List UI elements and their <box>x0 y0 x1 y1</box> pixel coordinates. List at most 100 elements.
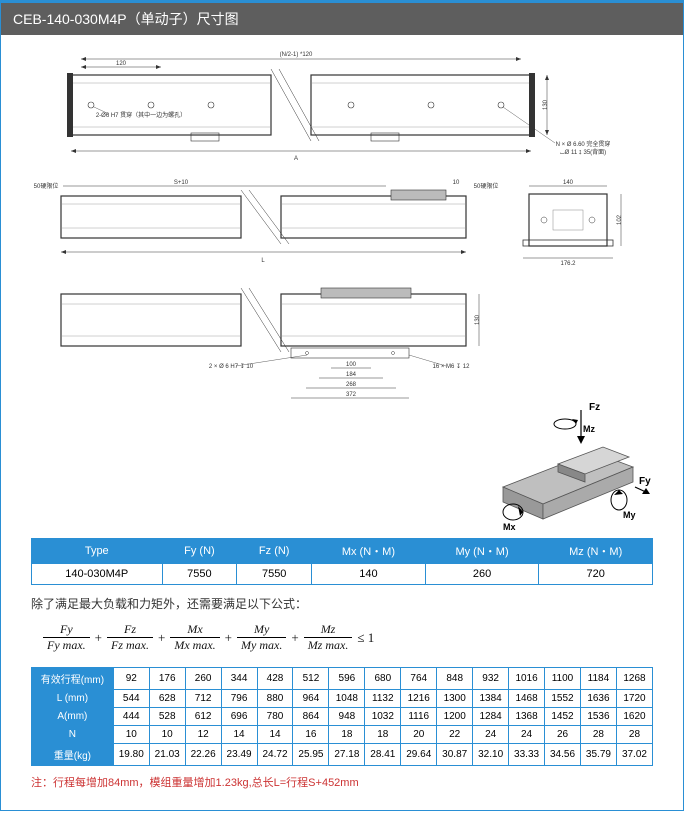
forces-header: Mz (N・M) <box>539 539 653 564</box>
specs-cell: 18 <box>365 726 401 744</box>
end-bw: 176.2 <box>560 261 576 266</box>
specs-cell: 30.87 <box>437 744 473 766</box>
specs-cell: 780 <box>257 708 293 726</box>
drawings-area: (N/2-1) *120 120 2-Ø6 H7 贯穿（其中一边为螺孔） <box>1 35 683 432</box>
forces-header: My (N・M) <box>425 539 539 564</box>
specs-cell: 596 <box>329 668 365 690</box>
specs-cell: 28.41 <box>365 744 401 766</box>
dim-l: L <box>261 258 265 264</box>
specs-cell: 24.72 <box>257 744 293 766</box>
end-h: 102 <box>617 214 623 225</box>
specs-cell: 22 <box>437 726 473 744</box>
drawing-row-1: (N/2-1) *120 120 2-Ø6 H7 贯穿（其中一边为螺孔） <box>31 47 653 162</box>
specs-cell: 14 <box>221 726 257 744</box>
specs-cell: 18 <box>329 726 365 744</box>
specs-row-label: 重量(kg) <box>32 744 114 766</box>
formula: FyFy max.+FzFz max.+MxMx max.+MyMy max.+… <box>31 618 653 667</box>
page-container: CEB-140-030M4P（单动子）尺寸图 <box>0 0 684 811</box>
specs-cell: 1284 <box>473 708 509 726</box>
title-bar: CEB-140-030M4P（单动子）尺寸图 <box>1 3 683 35</box>
d4: 372 <box>346 392 357 398</box>
side-view-drawing: 50硬限位 S+10 10 50硬限位 L <box>31 176 501 266</box>
iso-diagram: Fz Mz Fy My Mx <box>1 392 683 532</box>
specs-cell: 92 <box>113 668 149 690</box>
specs-cell: 27.18 <box>329 744 365 766</box>
specs-cell: 1384 <box>473 690 509 708</box>
specs-cell: 1468 <box>509 690 545 708</box>
specs-cell: 28 <box>580 726 616 744</box>
specs-cell: 344 <box>221 668 257 690</box>
lbl-mx: Mx <box>503 522 516 532</box>
specs-cell: 16 <box>293 726 329 744</box>
end-view-drawing: 140 102 176.2 <box>509 176 639 266</box>
specs-cell: 1636 <box>580 690 616 708</box>
forces-header: Fy (N) <box>162 539 237 564</box>
forces-cell: 7550 <box>162 564 237 585</box>
lbl-my: My <box>623 510 636 520</box>
specs-cell: 1552 <box>545 690 581 708</box>
specs-cell: 25.95 <box>293 744 329 766</box>
specs-row-label: 有效行程(mm) <box>32 668 114 690</box>
specs-cell: 848 <box>437 668 473 690</box>
specs-cell: 1100 <box>545 668 581 690</box>
note-r1: N × Ø 6.60 完全贯穿 <box>556 140 611 148</box>
specs-cell: 24 <box>509 726 545 744</box>
specs-cell: 1032 <box>365 708 401 726</box>
rnote: 16 × M6 ↧ 12 <box>433 363 471 370</box>
formula-term: MzMz max. <box>304 622 353 653</box>
specs-cell: 29.64 <box>401 744 437 766</box>
right-limit: 50硬限位 <box>474 182 499 190</box>
specs-cell: 696 <box>221 708 257 726</box>
specs-cell: 1452 <box>545 708 581 726</box>
specs-cell: 528 <box>149 708 185 726</box>
drawing-row-3: 130 2 × Ø 6 H7 ↧ 10 100 184 268 372 <box>31 280 653 410</box>
tables-area: TypeFy (N)Fz (N)Mx (N・M)My (N・M)Mz (N・M)… <box>1 532 683 790</box>
specs-cell: 1016 <box>509 668 545 690</box>
section-view-drawing: 130 2 × Ø 6 H7 ↧ 10 100 184 268 372 <box>31 280 501 410</box>
formula-term: MxMx max. <box>170 622 219 653</box>
lbl-fy: Fy <box>639 476 651 487</box>
specs-cell: 35.79 <box>580 744 616 766</box>
specs-table: 有效行程(mm)92176260344428512596680764848932… <box>31 667 653 766</box>
forces-cell: 7550 <box>237 564 312 585</box>
specs-cell: 1184 <box>580 668 616 690</box>
lbl-mz: Mz <box>583 424 595 434</box>
specs-cell: 1200 <box>437 708 473 726</box>
formula-term: FzFz max. <box>107 622 153 653</box>
forces-cell: 140 <box>312 564 426 585</box>
specs-cell: 880 <box>257 690 293 708</box>
specs-row-label: A(mm) <box>32 708 114 726</box>
forces-table: TypeFy (N)Fz (N)Mx (N・M)My (N・M)Mz (N・M)… <box>31 538 653 585</box>
specs-row-label: N <box>32 726 114 744</box>
dim-n: (N/2-1) *120 <box>280 52 313 58</box>
forces-cell: 720 <box>539 564 653 585</box>
dim-130r: 130 <box>543 99 549 110</box>
specs-cell: 21.03 <box>149 744 185 766</box>
dim-120: 120 <box>116 61 127 67</box>
specs-cell: 19.80 <box>113 744 149 766</box>
specs-cell: 796 <box>221 690 257 708</box>
lbl-fz: Fz <box>589 402 600 413</box>
top-view-drawing: (N/2-1) *120 120 2-Ø6 H7 贯穿（其中一边为螺孔） <box>31 47 611 162</box>
specs-cell: 10 <box>113 726 149 744</box>
specs-cell: 932 <box>473 668 509 690</box>
forces-header: Mx (N・M) <box>312 539 426 564</box>
specs-cell: 428 <box>257 668 293 690</box>
specs-cell: 1300 <box>437 690 473 708</box>
specs-cell: 28 <box>616 726 652 744</box>
specs-cell: 23.49 <box>221 744 257 766</box>
specs-cell: 33.33 <box>509 744 545 766</box>
footnote: 注：行程每增加84mm，模组重量增加1.23kg,总长L=行程S+452mm <box>31 774 653 790</box>
s10: S+10 <box>174 180 189 186</box>
formula-term: MyMy max. <box>237 622 286 653</box>
hole-note: 2-Ø6 H7 贯穿（其中一边为螺孔） <box>96 111 186 119</box>
specs-cell: 628 <box>149 690 185 708</box>
specs-cell: 948 <box>329 708 365 726</box>
specs-cell: 1132 <box>365 690 401 708</box>
specs-cell: 1536 <box>580 708 616 726</box>
specs-cell: 964 <box>293 690 329 708</box>
specs-cell: 864 <box>293 708 329 726</box>
d2: 184 <box>346 372 357 378</box>
end-w: 140 <box>563 180 574 186</box>
specs-cell: 612 <box>185 708 221 726</box>
